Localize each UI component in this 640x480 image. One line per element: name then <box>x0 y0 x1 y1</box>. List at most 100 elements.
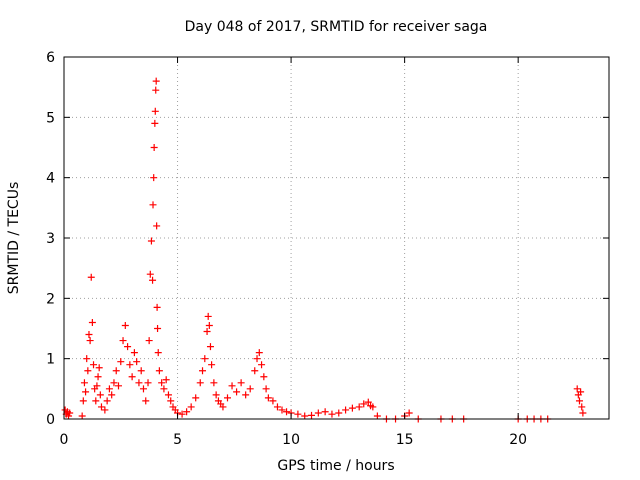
data-point <box>121 321 129 329</box>
data-point <box>115 382 122 390</box>
data-point <box>152 77 160 85</box>
data-point <box>153 303 161 311</box>
data-point <box>101 406 109 414</box>
data-point <box>112 367 120 375</box>
data-point <box>151 119 159 127</box>
data-point <box>152 86 160 94</box>
grid <box>64 57 609 419</box>
data-point <box>128 373 136 381</box>
data-point <box>86 337 94 345</box>
data-point <box>251 367 259 375</box>
data-point <box>575 397 583 405</box>
data-point <box>573 385 581 393</box>
data-point <box>210 379 218 387</box>
data-point <box>150 144 158 151</box>
data-point <box>66 409 74 417</box>
data-point <box>233 388 241 396</box>
data-point <box>117 358 125 366</box>
data-point <box>264 394 272 402</box>
data-point <box>187 403 195 411</box>
data-point <box>164 391 172 399</box>
data-point <box>150 174 158 182</box>
data-point <box>155 367 163 375</box>
data-point <box>119 337 127 345</box>
data-point <box>162 376 170 384</box>
data-point <box>93 382 101 390</box>
data-point <box>260 373 268 381</box>
y-tick-label: 3 <box>46 231 55 247</box>
data-point <box>328 410 336 418</box>
data-point <box>253 355 261 363</box>
data-point <box>151 107 159 115</box>
data-point <box>110 379 118 387</box>
data-point <box>158 379 166 387</box>
data-point <box>224 394 231 402</box>
data-point <box>160 385 168 393</box>
data-point <box>133 358 141 366</box>
y-tick-label: 2 <box>46 291 55 307</box>
data-point <box>137 367 145 375</box>
data-point <box>94 373 102 381</box>
data-point <box>273 403 281 411</box>
data-point <box>144 379 152 387</box>
data-point <box>149 276 157 284</box>
data-point <box>90 361 98 369</box>
data-point <box>78 412 86 420</box>
x-tick-label: 20 <box>509 432 527 448</box>
data-point <box>348 404 356 412</box>
data-point <box>135 379 143 387</box>
y-tick-label: 0 <box>46 412 55 428</box>
data-point <box>108 391 116 399</box>
data-point <box>92 397 100 405</box>
data-point <box>294 410 302 418</box>
data-point <box>105 385 113 393</box>
data-point <box>83 355 91 363</box>
data-point <box>97 403 105 411</box>
data-point <box>192 394 200 402</box>
data-point <box>154 349 162 357</box>
data-point <box>314 409 322 417</box>
data-point <box>139 385 147 393</box>
data-point <box>96 391 104 399</box>
chart-title: Day 048 of 2017, SRMTID for receiver sag… <box>185 19 488 35</box>
data-point <box>145 337 153 345</box>
data-point <box>255 349 263 357</box>
x-tick-label: 10 <box>282 432 300 448</box>
y-tick-label: 5 <box>46 110 55 126</box>
data-point <box>79 397 87 405</box>
data-point <box>258 361 266 369</box>
data-point <box>146 270 154 278</box>
data-point <box>149 201 157 209</box>
data-point <box>201 355 209 363</box>
y-axis-label: SRMTID / TECUs <box>6 182 22 295</box>
data-point <box>577 388 585 396</box>
data-point <box>126 361 134 369</box>
data-point <box>204 312 212 320</box>
data-point <box>206 343 214 351</box>
data-point <box>88 318 96 326</box>
data-point <box>364 398 372 406</box>
data-point <box>124 343 132 351</box>
data-point <box>246 385 254 393</box>
data-point <box>335 409 343 417</box>
data-point <box>355 403 363 411</box>
data-point <box>301 412 309 420</box>
data-point <box>212 391 220 399</box>
data-point <box>130 349 138 357</box>
data-point <box>205 321 213 329</box>
data-point <box>405 409 413 417</box>
data-point <box>242 391 250 399</box>
data-point <box>578 403 586 411</box>
data-point <box>199 367 207 375</box>
data-point <box>203 328 211 336</box>
data-point <box>154 325 162 332</box>
data-point <box>183 408 191 416</box>
data-point <box>80 379 88 387</box>
axis-ticks: 0 1 2 3 4 5 6 0 5 10 15 20 <box>46 50 609 448</box>
data-point <box>321 408 329 416</box>
data-point <box>103 397 111 405</box>
data-point <box>82 388 90 396</box>
data-point <box>278 406 286 414</box>
